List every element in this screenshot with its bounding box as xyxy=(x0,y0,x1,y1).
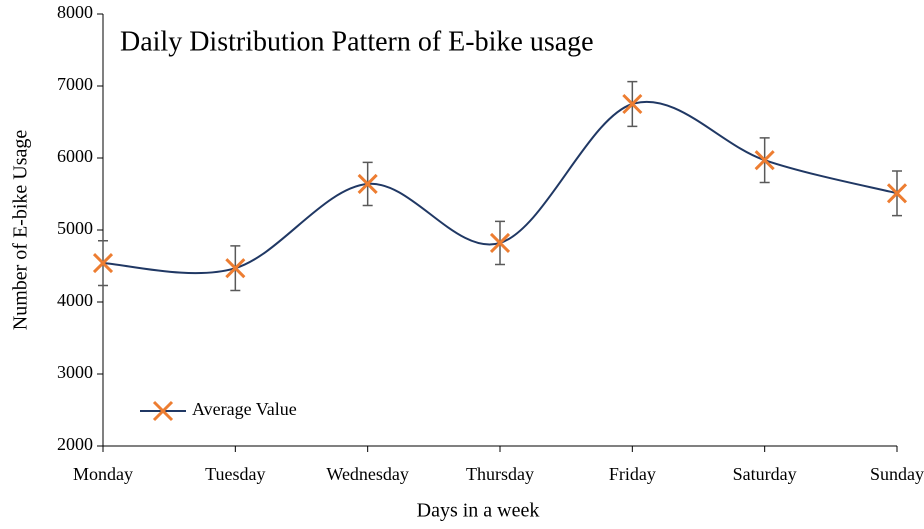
data-marker xyxy=(489,232,511,254)
y-tick-label: 2000 xyxy=(57,434,93,454)
legend-marker xyxy=(152,400,174,422)
y-axis-label: Number of E-bike Usage xyxy=(10,130,32,331)
y-tick-label: 5000 xyxy=(57,218,93,238)
y-tick-label: 3000 xyxy=(57,362,93,382)
x-axis-label: Days in a week xyxy=(417,500,540,522)
y-tick-label: 7000 xyxy=(57,74,93,94)
y-tick-label: 6000 xyxy=(57,146,93,166)
data-marker xyxy=(357,173,378,194)
x-tick-label: Monday xyxy=(73,464,133,484)
x-tick-label: Sunday xyxy=(870,464,924,484)
x-tick-label: Thursday xyxy=(466,464,534,484)
x-tick-label: Friday xyxy=(609,464,656,484)
x-tick-label: Tuesday xyxy=(205,464,265,484)
y-tick-label: 8000 xyxy=(57,2,93,22)
data-marker xyxy=(92,253,114,274)
chart-title: Daily Distribution Pattern of E-bike usa… xyxy=(120,26,594,57)
x-tick-label: Wednesday xyxy=(326,464,409,484)
data-marker xyxy=(754,150,775,171)
data-marker xyxy=(622,93,643,115)
legend-label: Average Value xyxy=(192,399,297,419)
x-tick-label: Saturday xyxy=(733,464,797,484)
data-marker xyxy=(225,258,246,279)
y-tick-label: 4000 xyxy=(57,290,93,310)
data-marker xyxy=(886,183,908,204)
